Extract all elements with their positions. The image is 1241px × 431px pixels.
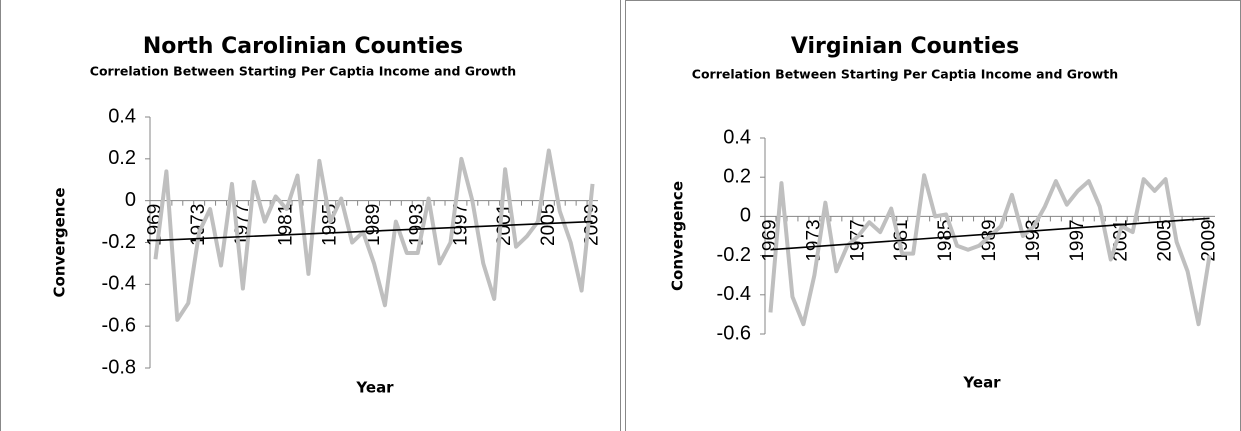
y-tick-label: -0.4 — [102, 273, 136, 295]
y-axis-label: Convergence — [51, 188, 69, 298]
x-tick-label: 2009 — [1199, 219, 1220, 261]
y-tick-label: 0 — [740, 205, 751, 227]
y-tick-label: -0.6 — [102, 314, 136, 336]
y-tick-label: 0.4 — [723, 126, 751, 148]
y-axis-label: Convergence — [669, 181, 687, 291]
chart-subtitle: Correlation Between Starting Per Captia … — [692, 67, 1118, 82]
x-tick-label: 1973 — [188, 204, 209, 246]
trendline — [770, 217, 1210, 251]
y-tick-label: -0.6 — [717, 322, 751, 344]
y-tick-label: 0.2 — [108, 147, 136, 169]
chart-title: North Carolinian Counties — [143, 34, 463, 59]
y-tick-label: -0.2 — [102, 231, 136, 253]
x-tick-label: 2005 — [538, 204, 559, 246]
y-tick-label: 0.2 — [723, 165, 751, 187]
x-axis-label: Year — [962, 374, 1001, 392]
x-tick-label: 2005 — [1155, 219, 1176, 261]
x-tick-label: 1985 — [935, 219, 956, 261]
y-tick-label: -0.8 — [102, 356, 136, 378]
data-line — [768, 173, 1212, 327]
y-tick-label: 0 — [125, 189, 136, 211]
x-tick-label: 2009 — [582, 204, 603, 246]
y-tick-label: -0.2 — [717, 244, 751, 266]
x-axis-label: Year — [355, 379, 394, 397]
panel-border — [0, 0, 621, 431]
chart-subtitle: Correlation Between Starting Per Captia … — [90, 64, 516, 79]
x-tick-label: 1989 — [363, 204, 384, 246]
y-tick-label: 0.4 — [108, 105, 136, 127]
chart-title: Virginian Counties — [791, 34, 1019, 59]
y-tick-label: -0.4 — [717, 283, 751, 305]
trendline — [155, 220, 593, 242]
x-tick-label: 1997 — [1067, 219, 1088, 261]
data-line — [153, 148, 595, 322]
